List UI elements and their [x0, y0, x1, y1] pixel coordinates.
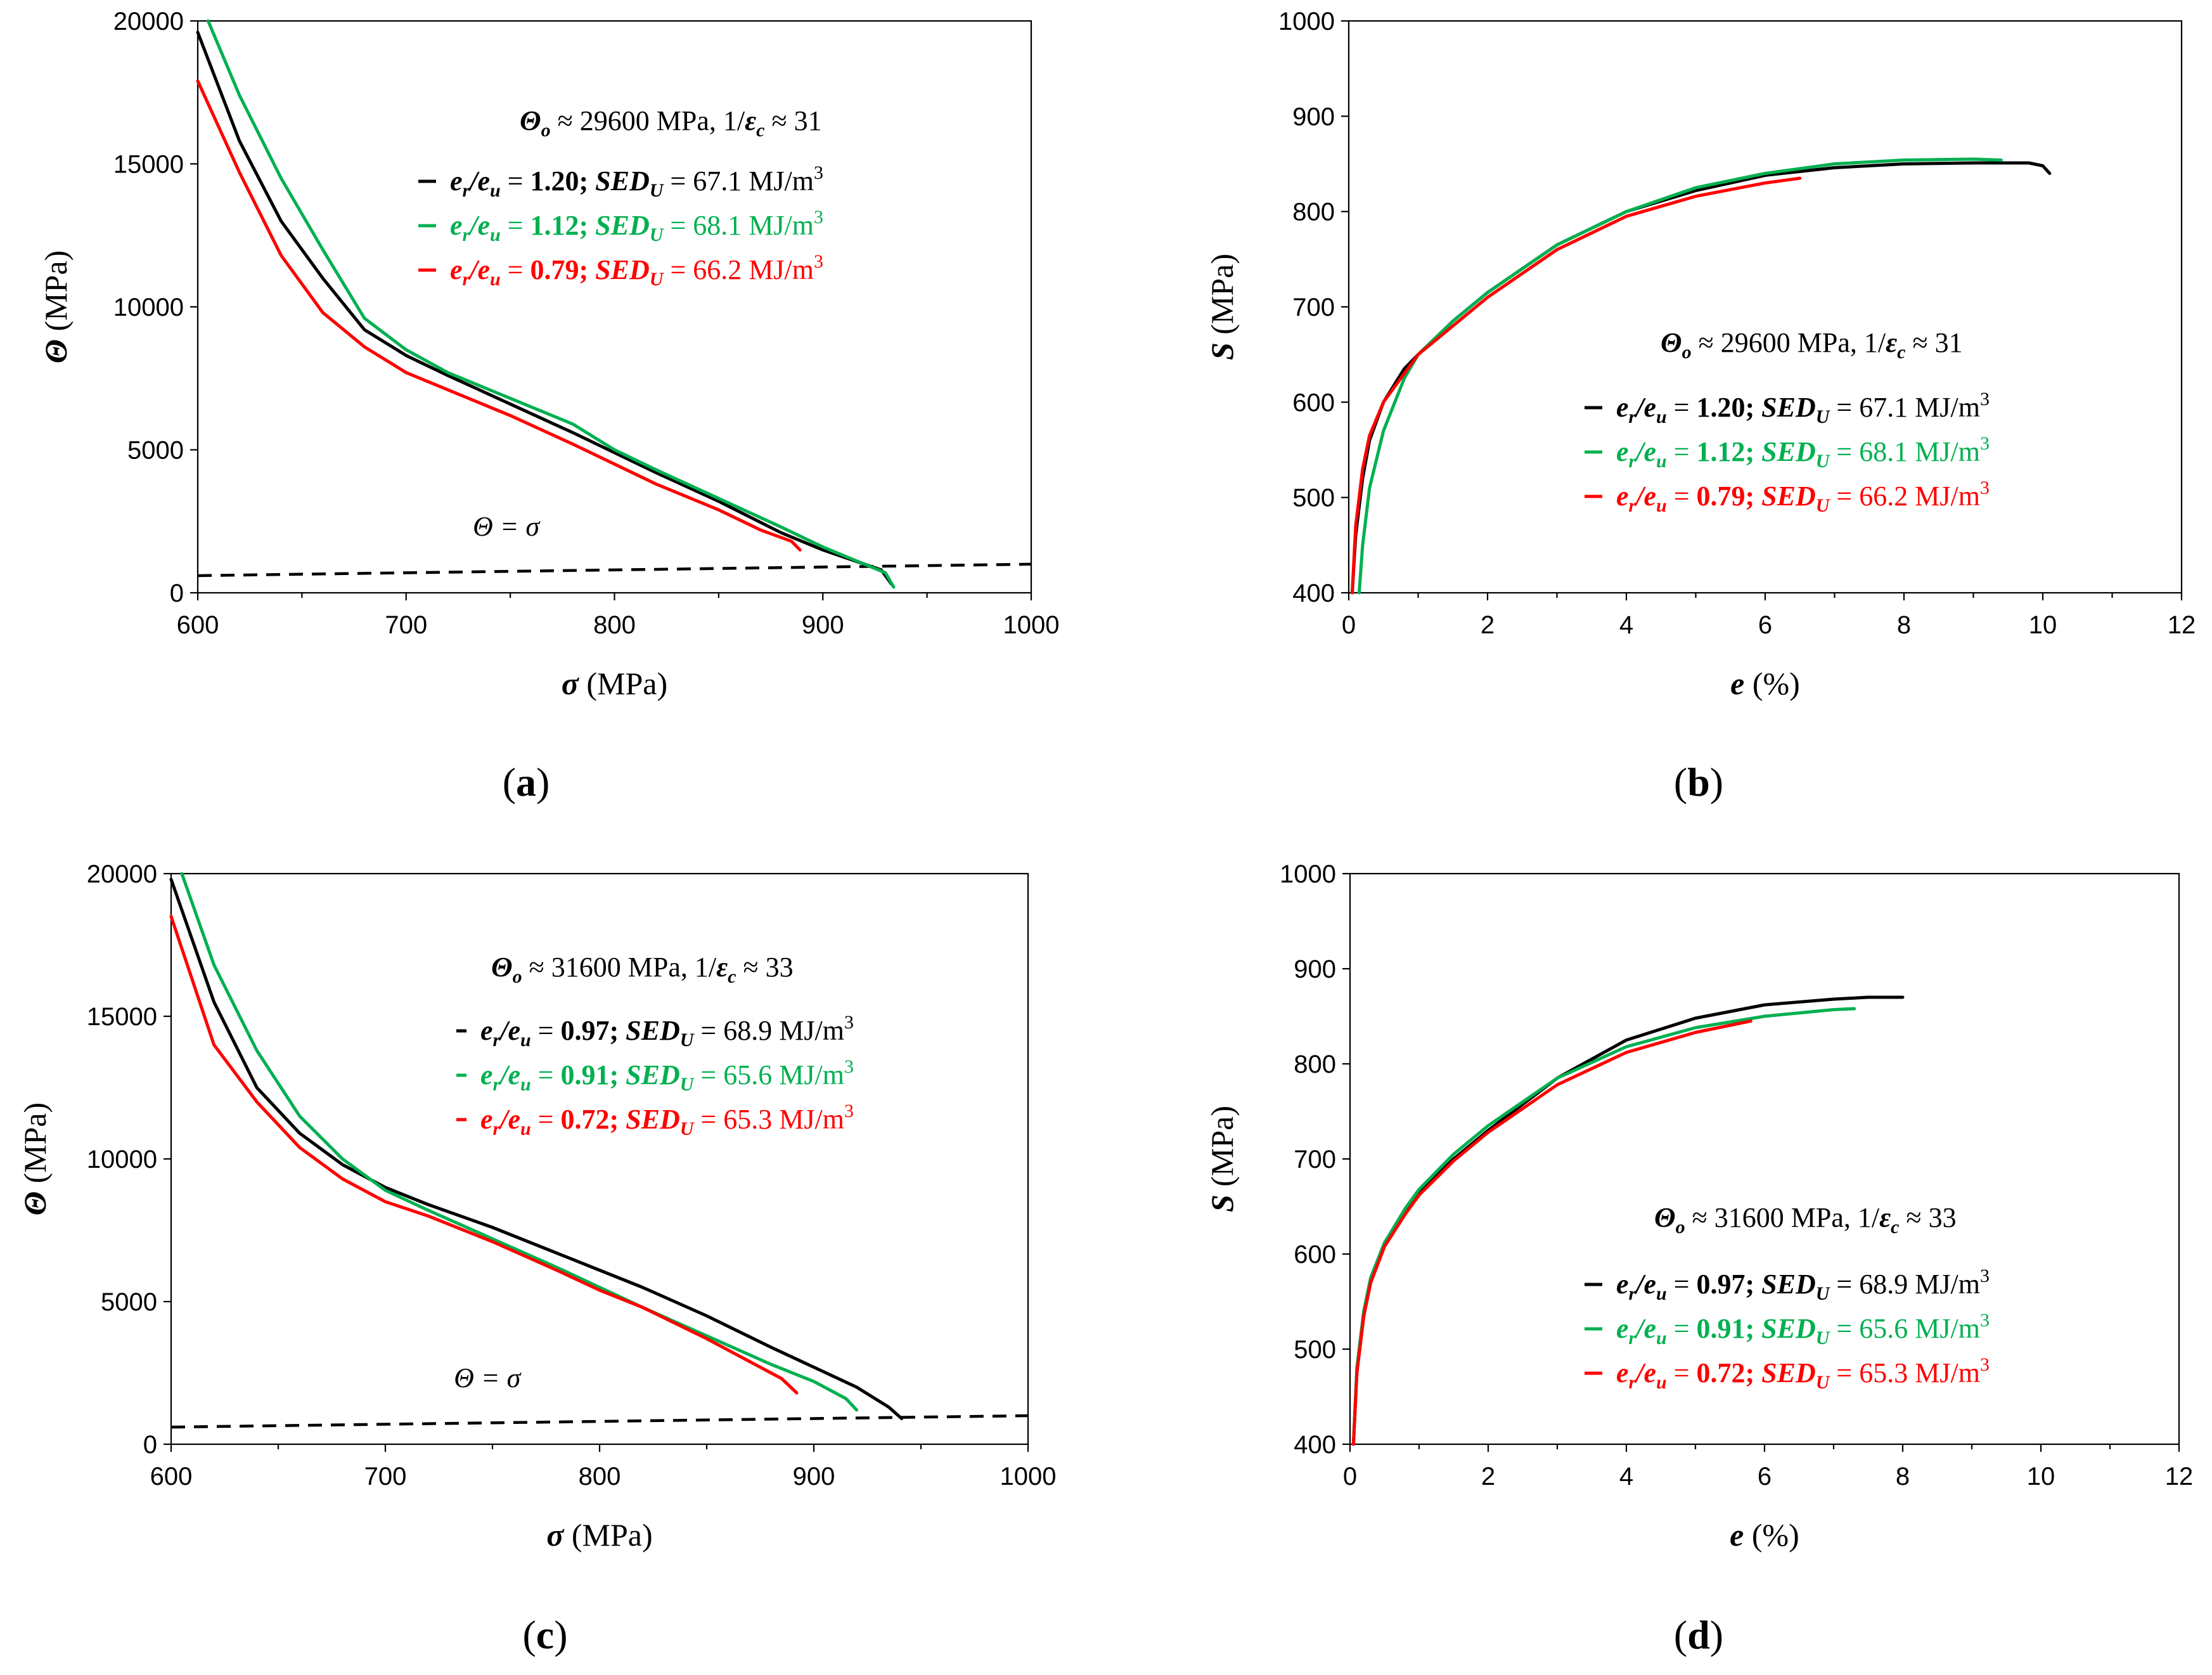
- x-axis-title: e (%): [1730, 666, 1800, 701]
- x-tick-label: 0: [1343, 1463, 1357, 1491]
- y-tick-label: 10000: [87, 1146, 157, 1174]
- legend-entry: er/eu = 0.97; SEDU = 68.9 MJ/m3: [480, 1012, 854, 1051]
- y-axis-title: Θ (MPa): [38, 250, 74, 363]
- x-tick-label: 1000: [1003, 611, 1060, 639]
- x-tick-label: 700: [385, 611, 427, 639]
- chart-panel-d: 0 2 4 6 8 10 12 400 500 600 700 800 900 1000 e (%) S (M…: [1204, 860, 2193, 1657]
- x-tick-label: 10: [2027, 1463, 2055, 1491]
- y-tick-label: 5000: [127, 437, 184, 465]
- x-tick-label: 800: [593, 611, 636, 639]
- params-annotation: Θo ≈ 29600 MPa, 1/εc ≈ 31: [1661, 327, 1963, 363]
- series-line-1.12: [206, 19, 896, 589]
- x-tick-label: 2: [1481, 611, 1495, 639]
- y-axis-title: Θ (MPa): [17, 1103, 53, 1215]
- legend-entry: er/eu = 0.79; SEDU = 66.2 MJ/m3: [450, 251, 823, 290]
- x-tick-label: 1000: [1000, 1463, 1057, 1491]
- series-line-0.97: [169, 877, 904, 1420]
- y-tick-label: 800: [1292, 198, 1335, 226]
- params-annotation: Θo ≈ 31600 MPa, 1/εc ≈ 33: [491, 952, 794, 987]
- y-tick-label: 800: [1294, 1051, 1336, 1078]
- x-axis-title: σ (MPa): [562, 666, 667, 701]
- chart-panel-b: 0 2 4 6 8 10 12 400 500 600 700 800 900 1000 e (%) S (M…: [1204, 8, 2196, 805]
- series-line-0.79: [196, 79, 802, 552]
- x-tick-label: 8: [1896, 1463, 1910, 1491]
- x-tick-label: 800: [579, 1463, 621, 1491]
- x-tick-label: 6: [1758, 1463, 1772, 1491]
- y-tick-label: 700: [1294, 1146, 1336, 1174]
- y-tick-label: 5000: [101, 1288, 157, 1316]
- reference-line-label: Θ = σ: [473, 511, 541, 542]
- params-annotation: Θo ≈ 31600 MPa, 1/εc ≈ 33: [1654, 1202, 1957, 1238]
- x-tick-label: 900: [802, 611, 844, 639]
- x-tick-label: 600: [150, 1463, 193, 1491]
- series-line-0.91: [180, 872, 859, 1412]
- y-tick-label: 900: [1294, 955, 1336, 983]
- y-tick-label: 600: [1294, 1241, 1336, 1269]
- x-tick-label: 0: [1342, 611, 1356, 639]
- reference-line-label: Θ = σ: [454, 1362, 522, 1394]
- y-tick-label: 600: [1292, 389, 1335, 417]
- legend-entry: er/eu = 1.12; SEDU = 68.1 MJ/m3: [450, 207, 823, 245]
- series-line-0.79: [1351, 176, 1802, 595]
- y-tick-label: 400: [1292, 579, 1335, 607]
- x-tick-label: 6: [1758, 611, 1772, 639]
- y-tick-label: 500: [1294, 1336, 1336, 1364]
- reference-line-theta-equals-sigma: [197, 562, 1032, 578]
- y-tick-label: 400: [1294, 1431, 1336, 1459]
- x-tick-label: 12: [2168, 611, 2196, 639]
- legend-entry: er/eu = 0.72; SEDU = 65.3 MJ/m3: [1616, 1354, 1990, 1393]
- y-tick-label: 500: [1292, 484, 1335, 512]
- params-annotation: Θo ≈ 29600 MPa, 1/εc ≈ 31: [520, 105, 822, 141]
- series-line-0.72: [1351, 1019, 1752, 1446]
- y-tick-label: 15000: [113, 151, 184, 179]
- x-tick-label: 8: [1897, 611, 1911, 639]
- y-axis-title: S (MPa): [1204, 254, 1240, 360]
- y-tick-label: 0: [170, 579, 184, 607]
- y-tick-label: 15000: [87, 1003, 157, 1031]
- y-tick-label: 700: [1292, 294, 1335, 321]
- panel-label: (c): [522, 1612, 567, 1657]
- panel-label: (d): [1674, 1612, 1723, 1657]
- panel-label: (a): [503, 760, 550, 805]
- y-tick-label: 20000: [87, 860, 157, 888]
- y-tick-label: 900: [1292, 103, 1335, 131]
- legend-entry: er/eu = 1.20; SEDU = 67.1 MJ/m3: [450, 162, 823, 201]
- series-line-1.20: [1351, 161, 2052, 595]
- legend-entry: er/eu = 1.12; SEDU = 68.1 MJ/m3: [1616, 433, 1990, 472]
- y-axis-title: S (MPa): [1204, 1106, 1240, 1212]
- series-line-1.12: [1357, 157, 2003, 595]
- x-tick-label: 4: [1619, 611, 1633, 639]
- x-axis-title: σ (MPa): [546, 1517, 652, 1553]
- x-tick-label: 600: [177, 611, 219, 639]
- x-tick-label: 2: [1481, 1463, 1495, 1491]
- panel-label: (b): [1674, 760, 1723, 805]
- reference-line-theta-equals-sigma: [170, 1414, 1029, 1429]
- legend-entry: er/eu = 0.72; SEDU = 65.3 MJ/m3: [480, 1101, 854, 1139]
- x-tick-label: 900: [793, 1463, 835, 1491]
- y-tick-label: 10000: [113, 294, 184, 321]
- series-line-1.20: [196, 30, 894, 586]
- legend-entry: er/eu = 0.79; SEDU = 66.2 MJ/m3: [1616, 477, 1990, 516]
- x-tick-label: 10: [2029, 611, 2057, 639]
- x-tick-label: 12: [2165, 1463, 2194, 1491]
- x-tick-label: 4: [1619, 1463, 1633, 1491]
- y-tick-label: 20000: [113, 8, 184, 36]
- x-tick-label: 700: [364, 1463, 407, 1491]
- legend-entry: er/eu = 0.91; SEDU = 65.6 MJ/m3: [1616, 1310, 1990, 1348]
- y-tick-label: 0: [143, 1431, 157, 1459]
- legend-entry: er/eu = 0.97; SEDU = 68.9 MJ/m3: [1616, 1265, 1990, 1304]
- y-tick-label: 1000: [1278, 8, 1335, 36]
- x-axis-title: e (%): [1730, 1517, 1799, 1553]
- y-tick-label: 1000: [1280, 860, 1336, 888]
- series-line-0.72: [169, 915, 799, 1395]
- legend-entry: er/eu = 1.20; SEDU = 67.1 MJ/m3: [1616, 389, 1990, 427]
- legend-entry: er/eu = 0.91; SEDU = 65.6 MJ/m3: [480, 1056, 854, 1095]
